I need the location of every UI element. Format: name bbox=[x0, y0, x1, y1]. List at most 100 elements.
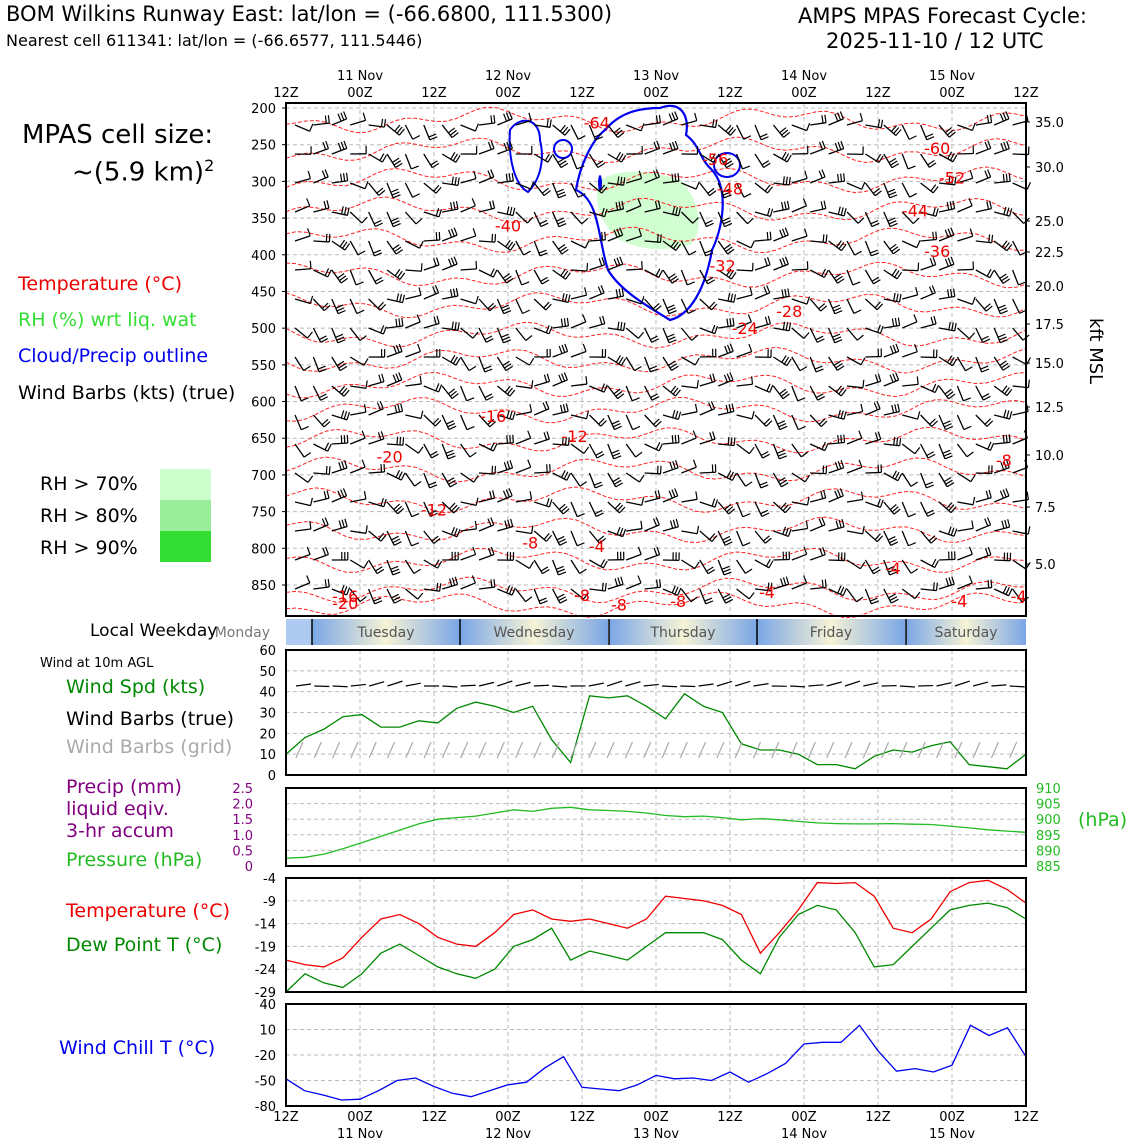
wind-barb bbox=[331, 585, 351, 596]
wind-barb bbox=[901, 182, 918, 198]
wind-barb-feather bbox=[380, 498, 384, 507]
wind-barb-feather bbox=[930, 184, 937, 192]
wind-barb-feather bbox=[767, 315, 772, 324]
wind-barb-feather bbox=[303, 452, 312, 458]
legend-rh: RH (%) wrt liq. wat bbox=[18, 309, 197, 331]
wind-barb-feather bbox=[506, 410, 510, 419]
wind-barb-staff bbox=[533, 408, 550, 416]
wind-barb-staff bbox=[313, 497, 330, 503]
wind-barb-staff bbox=[515, 466, 531, 474]
wind-barb bbox=[975, 547, 992, 561]
wind-barb bbox=[957, 296, 976, 305]
wind-barb bbox=[515, 588, 533, 603]
wind-barb-feather bbox=[583, 446, 590, 454]
wind-barb bbox=[699, 464, 717, 474]
wind-barb bbox=[883, 559, 898, 576]
wind-barb-feather bbox=[987, 579, 990, 588]
wind-barb bbox=[846, 269, 861, 286]
wind-barb-feather bbox=[559, 599, 568, 604]
wind-barb bbox=[993, 111, 1010, 126]
wind-barb-staff bbox=[460, 582, 476, 590]
wind-barb bbox=[899, 685, 915, 688]
wind-barb-feather bbox=[954, 322, 957, 332]
wind-barb bbox=[644, 517, 660, 532]
wind-barb-feather bbox=[705, 276, 714, 282]
wind-barb-feather bbox=[525, 596, 533, 603]
wind-barb-staff bbox=[920, 292, 936, 300]
wind-barb-feather bbox=[932, 231, 935, 240]
wind-barb bbox=[681, 181, 700, 190]
wind-barb-feather bbox=[723, 571, 732, 576]
wind-barb-staff bbox=[1012, 437, 1028, 445]
wind-barb-feather bbox=[890, 541, 899, 546]
wind-barb-feather bbox=[375, 566, 383, 572]
wind-barb-staff bbox=[313, 122, 330, 126]
wind-barb-feather bbox=[378, 532, 385, 540]
wind-barb-staff bbox=[404, 153, 412, 170]
wind-barb bbox=[349, 356, 369, 366]
wind-barb-feather bbox=[586, 262, 589, 272]
wind-barb-feather bbox=[557, 191, 566, 196]
temperature-contour-label: -64 bbox=[584, 114, 610, 133]
wind-barb-feather bbox=[945, 578, 950, 587]
wind-barb-feather bbox=[619, 527, 624, 536]
wind-barb bbox=[405, 443, 424, 454]
wind-barb bbox=[331, 434, 349, 445]
wind-barb-feather bbox=[508, 586, 514, 595]
wind-barb-feather bbox=[692, 217, 699, 224]
wind-barb-staff bbox=[901, 559, 912, 574]
wind-barb bbox=[828, 488, 844, 503]
wind-barb-feather bbox=[671, 489, 676, 498]
temperature-contour-labels: -64-56-60-52-48-44-40-36-32-28-24-16-12-… bbox=[332, 114, 1026, 615]
wind-barb-feather bbox=[560, 318, 564, 327]
wind-barb-feather bbox=[853, 309, 862, 314]
wind-barb-feather bbox=[616, 257, 621, 266]
wind-barb bbox=[975, 234, 994, 244]
wind-barb-feather bbox=[494, 465, 497, 475]
wind-barb-feather bbox=[615, 355, 622, 363]
wind-barb-staff bbox=[901, 443, 916, 455]
wind-barb-feather bbox=[597, 535, 605, 542]
wind-barb-feather bbox=[815, 368, 824, 373]
wind-barb-feather bbox=[803, 546, 808, 555]
wind-barb-feather bbox=[843, 434, 846, 443]
wind-barb bbox=[699, 373, 716, 387]
wind-barb-feather bbox=[562, 404, 566, 413]
wind-barb bbox=[883, 240, 901, 255]
wind-barb-feather bbox=[710, 153, 716, 162]
wind-barb-feather bbox=[671, 365, 679, 371]
wind-barb bbox=[994, 206, 1013, 217]
wind-barb-feather bbox=[762, 535, 770, 542]
wind-barb-feather bbox=[871, 252, 879, 257]
wind-barb-feather bbox=[323, 304, 331, 312]
time-tick-label: 00Z bbox=[939, 1110, 965, 1125]
wind-barb-feather bbox=[545, 534, 553, 542]
wind-barb-feather bbox=[325, 140, 330, 149]
weekday-segment bbox=[609, 619, 757, 645]
wind-barb-feather bbox=[926, 451, 935, 457]
wind-barb-feather bbox=[722, 535, 731, 541]
wind-barb-staff bbox=[294, 501, 311, 507]
wind-barb-feather bbox=[487, 170, 492, 179]
wind-barb-staff bbox=[828, 414, 845, 420]
wind-barb bbox=[478, 298, 497, 312]
wind-barb-staff bbox=[920, 501, 929, 517]
wind-barb-feather bbox=[779, 229, 784, 238]
wind-barb-feather bbox=[615, 129, 623, 136]
wind-barb-feather bbox=[873, 402, 878, 411]
pressure-tick-label: 450 bbox=[251, 285, 276, 300]
wind-barb-feather bbox=[887, 217, 896, 222]
wind-barb-feather bbox=[583, 592, 589, 600]
wind-barb-staff bbox=[349, 466, 366, 474]
wind-barb-feather bbox=[325, 465, 328, 475]
wind-barb bbox=[717, 182, 732, 199]
wind-barb bbox=[515, 681, 531, 687]
wind-barb bbox=[1012, 181, 1032, 191]
wind-barb bbox=[367, 588, 383, 605]
wind-barb bbox=[350, 145, 367, 155]
wind-barb-staff bbox=[975, 554, 992, 561]
wind-barb bbox=[294, 385, 309, 402]
wind-barb bbox=[423, 559, 443, 569]
wind-barb-feather bbox=[724, 345, 729, 354]
